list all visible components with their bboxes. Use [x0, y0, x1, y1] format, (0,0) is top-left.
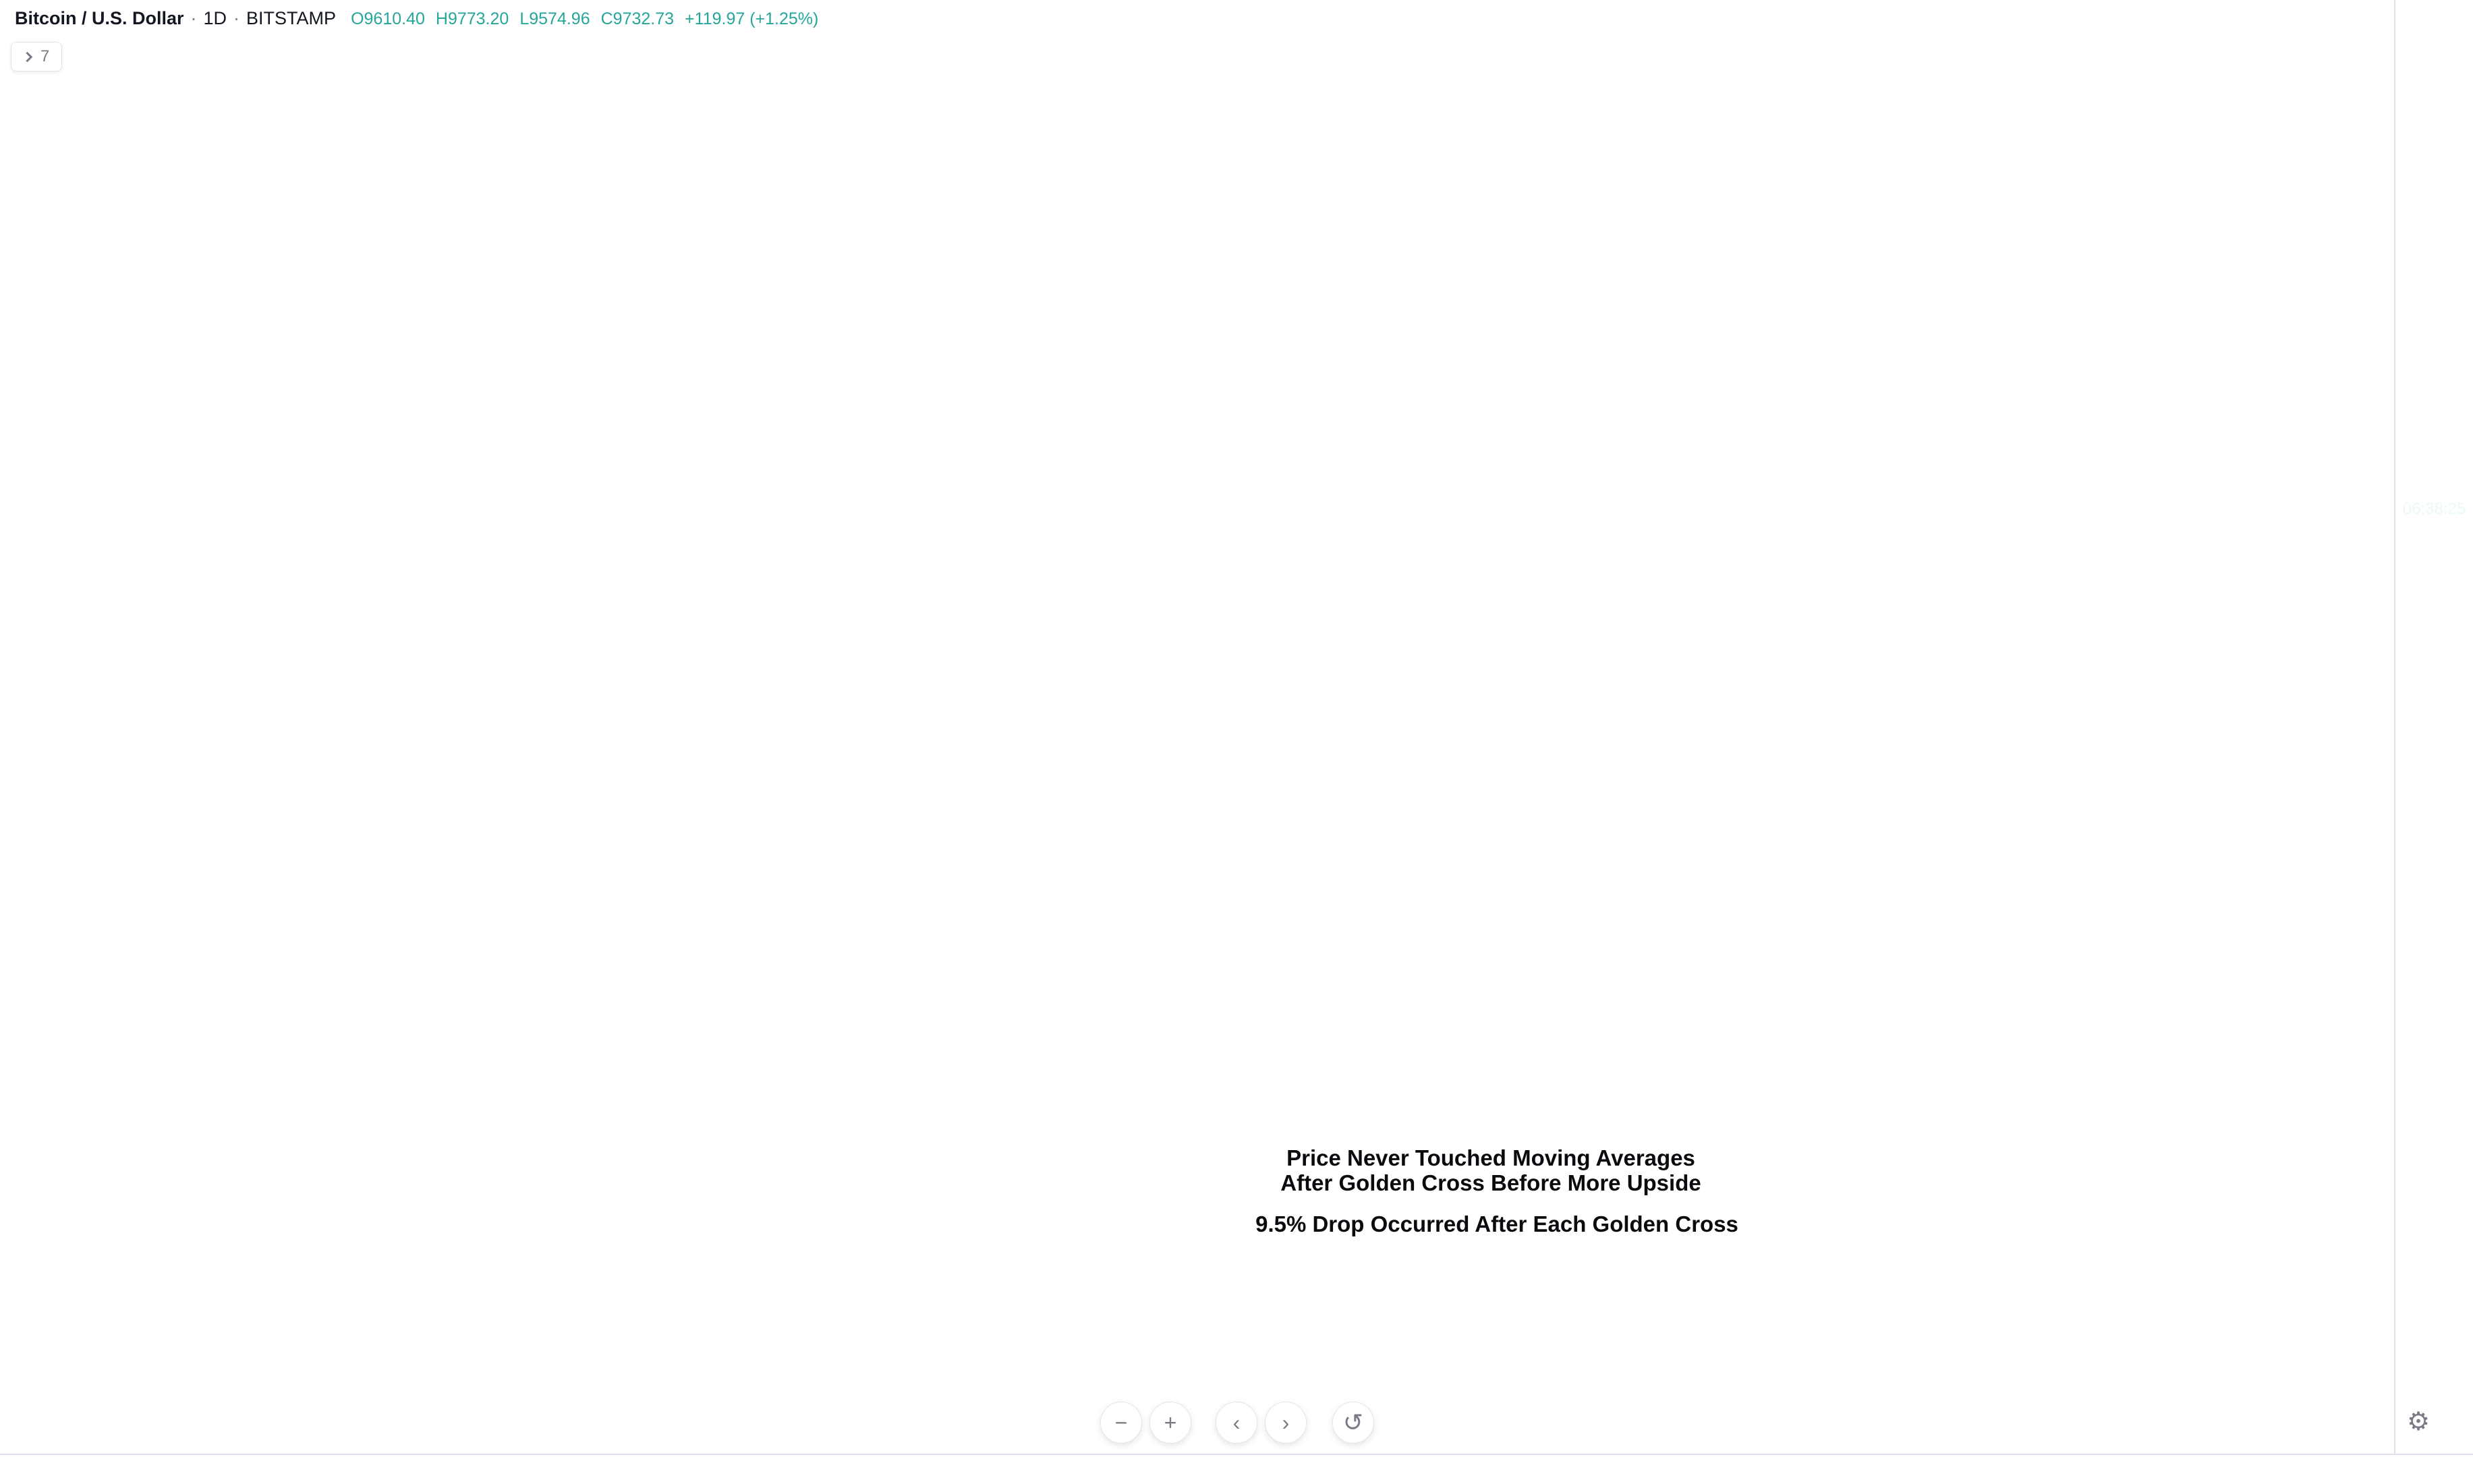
chevron-right-icon: › — [1282, 1410, 1290, 1435]
close-value: C9732.73 — [600, 9, 675, 28]
current-price-label: 9732.73 — [2404, 472, 2465, 492]
reset-chart-button[interactable]: ↺ — [1332, 1402, 1374, 1444]
high-value: H9773.20 — [435, 9, 509, 28]
open-value: O9610.40 — [351, 9, 425, 28]
chevron-left-icon: ‹ — [1232, 1410, 1241, 1435]
change-value: +119.97 (+1.25%) — [685, 9, 819, 28]
drop-annotation: 9.5% Drop Occurred After Each Golden Cro… — [1255, 1211, 1738, 1236]
price-axis[interactable]: 9732.73 06:38:25 — [2394, 0, 2473, 1484]
golden-cross-annotation: Price Never Touched Moving Averages Afte… — [1280, 1145, 1701, 1195]
ohlc-values: O9610.40 H9773.20 L9574.96 C9732.73 +119… — [351, 9, 818, 29]
symbol-legend[interactable]: Bitcoin / U.S. Dollar · 1D · BITSTAMP O9… — [15, 8, 818, 29]
exchange-label: BITSTAMP — [246, 8, 337, 28]
gear-glyph: ⚙ — [2407, 1408, 2431, 1436]
minus-icon: − — [1114, 1410, 1128, 1435]
annotation-line-3: 9.5% Drop Occurred After Each Golden Cro… — [1255, 1211, 1738, 1236]
annotation-line-2: After Golden Cross Before More Upside — [1280, 1170, 1701, 1195]
scroll-left-button[interactable]: ‹ — [1216, 1402, 1257, 1444]
annotation-line-1: Price Never Touched Moving Averages — [1286, 1145, 1695, 1170]
zoom-out-button[interactable]: − — [1100, 1402, 1142, 1444]
plus-icon: + — [1164, 1410, 1177, 1435]
object-tree-button[interactable]: 7 — [11, 42, 63, 72]
scroll-right-button[interactable]: › — [1265, 1402, 1307, 1444]
symbol-title[interactable]: Bitcoin / U.S. Dollar — [15, 8, 184, 28]
zoom-in-button[interactable]: + — [1149, 1402, 1191, 1444]
legend-separator: · — [190, 8, 197, 28]
reset-icon: ↺ — [1342, 1408, 1364, 1436]
low-value: L9574.96 — [519, 9, 590, 28]
bar-countdown-label: 06:38:25 — [2402, 500, 2466, 518]
object-tree-count: 7 — [40, 47, 50, 65]
legend-separator: · — [233, 8, 240, 28]
chevron-right-icon — [22, 51, 33, 62]
gear-icon[interactable]: ⚙ — [2407, 1406, 2430, 1437]
time-axis[interactable] — [0, 1454, 2473, 1484]
interval-label[interactable]: 1D — [203, 8, 227, 28]
